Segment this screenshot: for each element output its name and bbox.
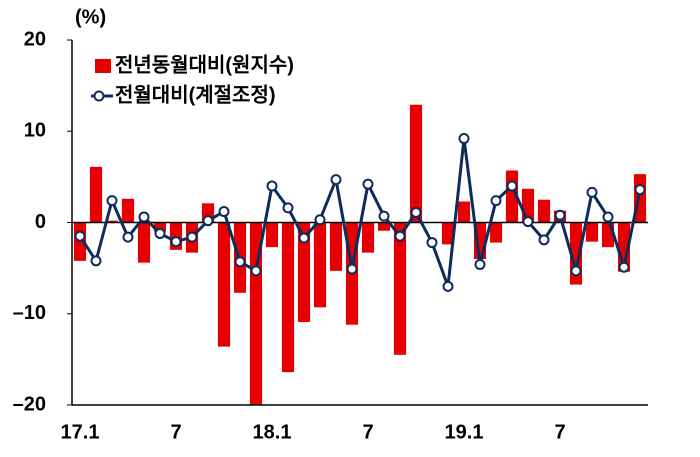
bar <box>89 166 103 223</box>
line-marker <box>330 174 342 186</box>
bar <box>585 222 599 242</box>
bar <box>377 222 391 231</box>
line-marker <box>122 231 134 243</box>
line-marker <box>554 209 566 221</box>
line-marker <box>506 180 518 192</box>
line-marker <box>490 195 502 207</box>
bar <box>137 222 151 263</box>
x-tick-label: 18.1 <box>253 421 292 443</box>
y-tick-label: 10 <box>24 120 46 142</box>
line-marker <box>266 180 278 192</box>
bar <box>313 222 327 308</box>
y-tick-label: –20 <box>13 393 46 415</box>
line-marker <box>186 231 198 243</box>
line-marker <box>378 210 390 222</box>
line-marker <box>282 202 294 214</box>
bar <box>153 222 167 232</box>
bar <box>121 198 135 223</box>
x-tick-label: 7 <box>170 421 181 443</box>
y-tick-label: 20 <box>24 28 46 50</box>
bar <box>537 199 551 223</box>
line-marker <box>138 211 150 223</box>
line-marker <box>522 216 534 228</box>
bar <box>441 222 455 245</box>
line-marker <box>474 258 486 270</box>
y-tick-label: 0 <box>35 211 46 233</box>
bar <box>329 222 343 271</box>
line-marker <box>362 178 374 190</box>
legend-swatch <box>95 59 111 73</box>
line-marker <box>74 230 86 242</box>
bar <box>457 201 471 223</box>
line-marker <box>618 261 630 273</box>
bar <box>105 220 119 223</box>
line-marker <box>410 206 422 218</box>
line-marker <box>234 256 246 268</box>
line-marker <box>250 265 262 277</box>
y-axis-label: (%) <box>75 6 106 28</box>
bar <box>361 222 375 253</box>
x-tick-label: 19.1 <box>445 421 484 443</box>
x-tick-label: 17.1 <box>61 421 100 443</box>
line-marker <box>106 195 118 207</box>
line-marker <box>586 186 598 198</box>
line-marker <box>218 206 230 218</box>
line-marker <box>154 227 166 239</box>
line-marker <box>602 211 614 223</box>
line-marker <box>346 263 358 275</box>
line-marker <box>426 237 438 249</box>
line-marker <box>314 214 326 226</box>
legend-swatch <box>93 90 105 102</box>
line-marker <box>458 133 470 145</box>
bar <box>217 222 231 347</box>
legend-label: 전년동월대비(원지수) <box>115 53 294 76</box>
line-marker <box>170 236 182 248</box>
bar <box>409 104 423 223</box>
x-tick-label: 7 <box>362 421 373 443</box>
line-marker <box>442 280 454 292</box>
bar <box>297 222 311 322</box>
bar <box>489 222 503 243</box>
x-tick-label: 7 <box>554 421 565 443</box>
line-marker <box>298 232 310 244</box>
line-marker <box>634 184 646 196</box>
bar <box>281 222 295 373</box>
line-marker <box>202 215 214 227</box>
line-marker <box>538 234 550 246</box>
bar <box>393 222 407 355</box>
y-tick-label: –10 <box>13 302 46 324</box>
line-marker <box>90 255 102 267</box>
line-marker <box>394 230 406 242</box>
bar <box>265 222 279 248</box>
legend-label: 전월대비(계절조정) <box>115 83 276 106</box>
line-marker <box>570 265 582 277</box>
